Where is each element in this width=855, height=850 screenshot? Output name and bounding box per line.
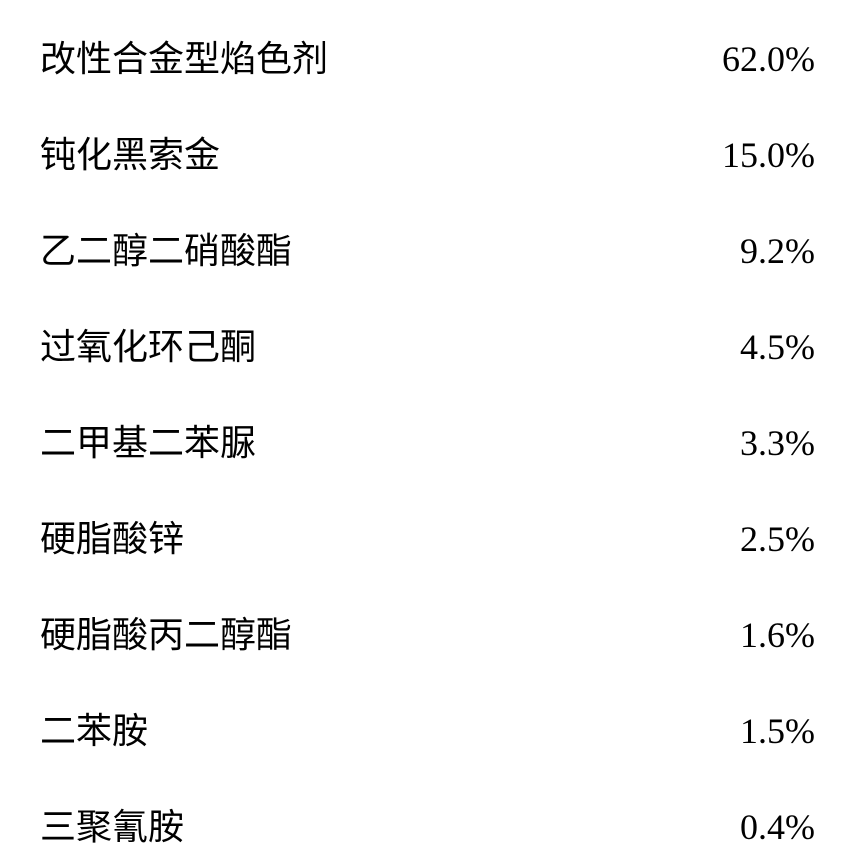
ingredient-label: 二苯胺 [40, 702, 148, 754]
table-row: 二甲基二苯脲 3.3% [40, 414, 815, 466]
composition-table: 改性合金型焰色剂 62.0% 钝化黑索金 15.0% 乙二醇二硝酸酯 9.2% … [0, 0, 855, 850]
ingredient-label: 三聚氰胺 [40, 798, 184, 850]
ingredient-value: 1.6% [675, 614, 815, 656]
ingredient-label: 二甲基二苯脲 [40, 414, 256, 466]
ingredient-value: 1.5% [675, 710, 815, 752]
table-row: 二苯胺 1.5% [40, 702, 815, 754]
table-row: 改性合金型焰色剂 62.0% [40, 30, 815, 82]
ingredient-value: 0.4% [675, 806, 815, 848]
table-row: 硬脂酸锌 2.5% [40, 510, 815, 562]
ingredient-label: 硬脂酸锌 [40, 510, 184, 562]
table-row: 过氧化环己酮 4.5% [40, 318, 815, 370]
ingredient-label: 改性合金型焰色剂 [40, 30, 328, 82]
ingredient-value: 9.2% [675, 230, 815, 272]
table-row: 钝化黑索金 15.0% [40, 126, 815, 178]
table-row: 硬脂酸丙二醇酯 1.6% [40, 606, 815, 658]
ingredient-value: 3.3% [675, 422, 815, 464]
ingredient-label: 钝化黑索金 [40, 126, 220, 178]
ingredient-value: 15.0% [675, 134, 815, 176]
ingredient-label: 乙二醇二硝酸酯 [40, 222, 292, 274]
ingredient-label: 硬脂酸丙二醇酯 [40, 606, 292, 658]
table-row: 三聚氰胺 0.4% [40, 798, 815, 850]
ingredient-value: 2.5% [675, 518, 815, 560]
ingredient-value: 62.0% [675, 38, 815, 80]
table-row: 乙二醇二硝酸酯 9.2% [40, 222, 815, 274]
ingredient-value: 4.5% [675, 326, 815, 368]
ingredient-label: 过氧化环己酮 [40, 318, 256, 370]
